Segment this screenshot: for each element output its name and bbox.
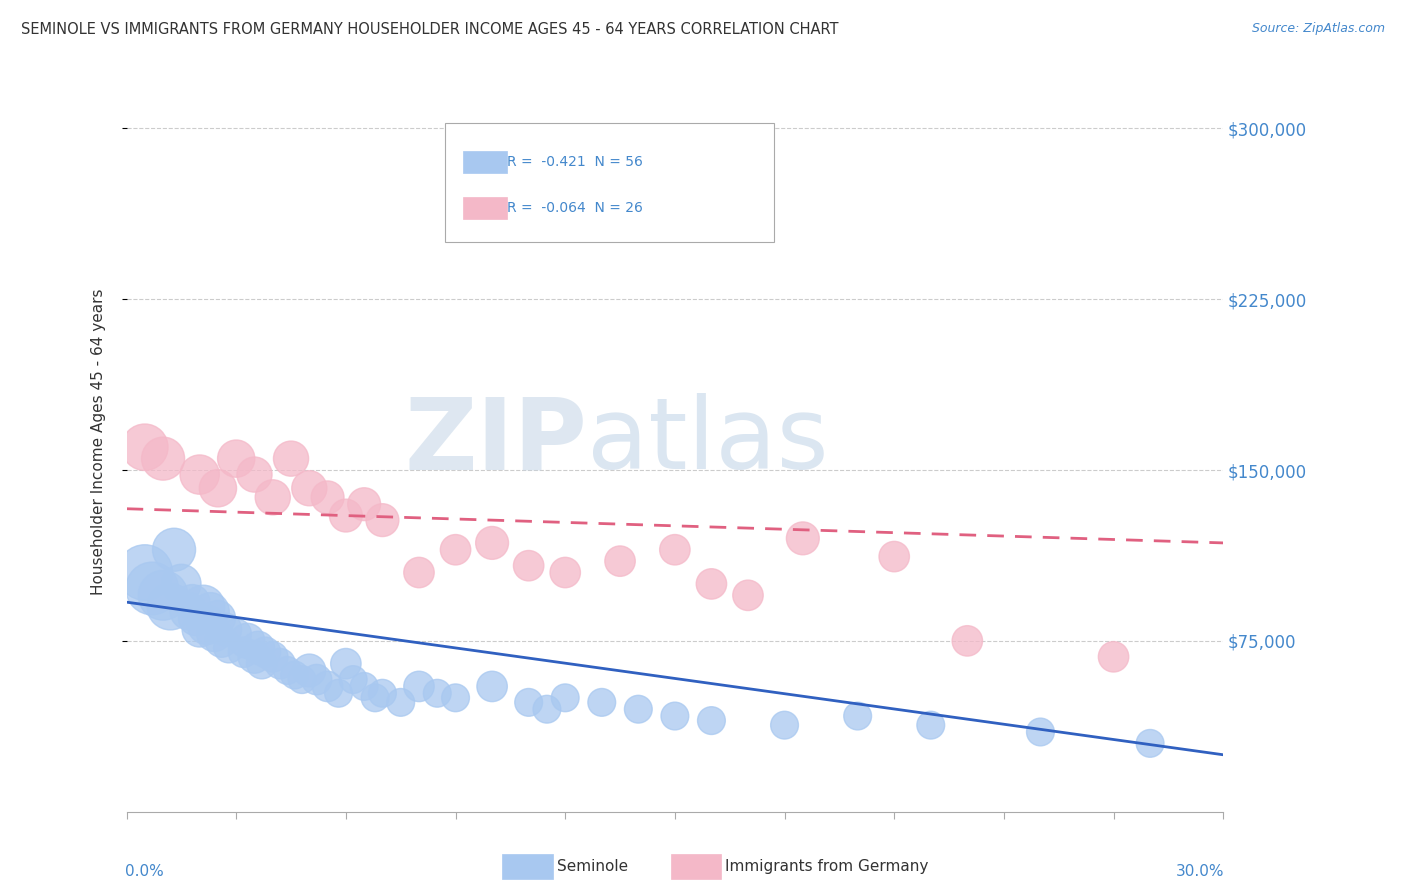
Text: Source: ZipAtlas.com: Source: ZipAtlas.com — [1251, 22, 1385, 36]
Point — [883, 549, 905, 564]
Point — [481, 536, 503, 550]
Point — [163, 542, 186, 557]
Point — [316, 491, 339, 505]
Point — [243, 649, 266, 664]
Point — [152, 451, 174, 466]
Point — [181, 595, 204, 609]
Point — [262, 491, 284, 505]
Point — [342, 673, 364, 687]
Point — [335, 508, 357, 523]
Text: R =  -0.421  N = 56: R = -0.421 N = 56 — [508, 154, 643, 169]
Text: 0.0%: 0.0% — [125, 863, 165, 879]
Point — [371, 513, 394, 527]
Point — [846, 709, 869, 723]
Point — [254, 645, 277, 659]
Point — [291, 673, 314, 687]
Point — [536, 702, 558, 716]
Point — [364, 690, 387, 705]
Point — [408, 566, 430, 580]
Point — [389, 695, 412, 709]
Point — [276, 664, 298, 678]
Point — [664, 542, 686, 557]
Text: Immigrants from Germany: Immigrants from Germany — [725, 859, 929, 873]
Point — [700, 577, 723, 591]
Point — [481, 680, 503, 694]
Point — [664, 709, 686, 723]
Point — [444, 542, 467, 557]
Point — [134, 566, 156, 580]
Point — [280, 451, 302, 466]
Point — [335, 657, 357, 671]
Point — [269, 657, 291, 671]
Point — [284, 668, 307, 682]
Point — [207, 481, 229, 495]
Point — [250, 657, 273, 671]
Text: R =  -0.064  N = 26: R = -0.064 N = 26 — [508, 202, 643, 215]
Point — [316, 680, 339, 694]
Point — [207, 611, 229, 625]
Point — [202, 627, 225, 641]
Point — [243, 467, 266, 482]
Point — [554, 690, 576, 705]
Point — [371, 686, 394, 700]
Point — [517, 558, 540, 573]
Point — [184, 611, 207, 625]
FancyBboxPatch shape — [463, 151, 508, 173]
Point — [353, 497, 375, 511]
Point — [1102, 649, 1125, 664]
Point — [700, 714, 723, 728]
Point — [305, 673, 328, 687]
Point — [225, 627, 247, 641]
Point — [152, 588, 174, 602]
Point — [177, 604, 200, 618]
Point — [353, 680, 375, 694]
Text: SEMINOLE VS IMMIGRANTS FROM GERMANY HOUSEHOLDER INCOME AGES 45 - 64 YEARS CORREL: SEMINOLE VS IMMIGRANTS FROM GERMANY HOUS… — [21, 22, 838, 37]
Point — [225, 451, 247, 466]
Point — [792, 532, 814, 546]
Point — [920, 718, 942, 732]
Point — [298, 481, 321, 495]
Point — [1029, 725, 1052, 739]
FancyBboxPatch shape — [463, 197, 508, 219]
Point — [426, 686, 449, 700]
Point — [247, 640, 270, 655]
Point — [591, 695, 613, 709]
Point — [408, 680, 430, 694]
Point — [134, 440, 156, 454]
Point — [159, 599, 181, 614]
Y-axis label: Householder Income Ages 45 - 64 years: Householder Income Ages 45 - 64 years — [91, 288, 105, 595]
Point — [773, 718, 796, 732]
Point — [141, 582, 163, 596]
Point — [262, 649, 284, 664]
Point — [170, 577, 193, 591]
Text: 30.0%: 30.0% — [1175, 863, 1225, 879]
Point — [609, 554, 631, 568]
Point — [214, 623, 236, 637]
Text: atlas: atlas — [588, 393, 828, 490]
Point — [232, 645, 254, 659]
Point — [444, 690, 467, 705]
Point — [956, 633, 979, 648]
Point — [298, 664, 321, 678]
Text: Seminole: Seminole — [557, 859, 628, 873]
Point — [188, 623, 211, 637]
Point — [218, 640, 240, 655]
FancyBboxPatch shape — [444, 123, 773, 242]
Point — [627, 702, 650, 716]
Point — [188, 467, 211, 482]
Text: ZIP: ZIP — [405, 393, 588, 490]
Point — [195, 618, 218, 632]
Point — [211, 633, 233, 648]
Point — [200, 604, 222, 618]
Point — [737, 588, 759, 602]
Point — [236, 633, 259, 648]
Point — [517, 695, 540, 709]
Point — [328, 686, 350, 700]
Point — [1139, 736, 1161, 750]
Point — [193, 599, 215, 614]
Point — [554, 566, 576, 580]
